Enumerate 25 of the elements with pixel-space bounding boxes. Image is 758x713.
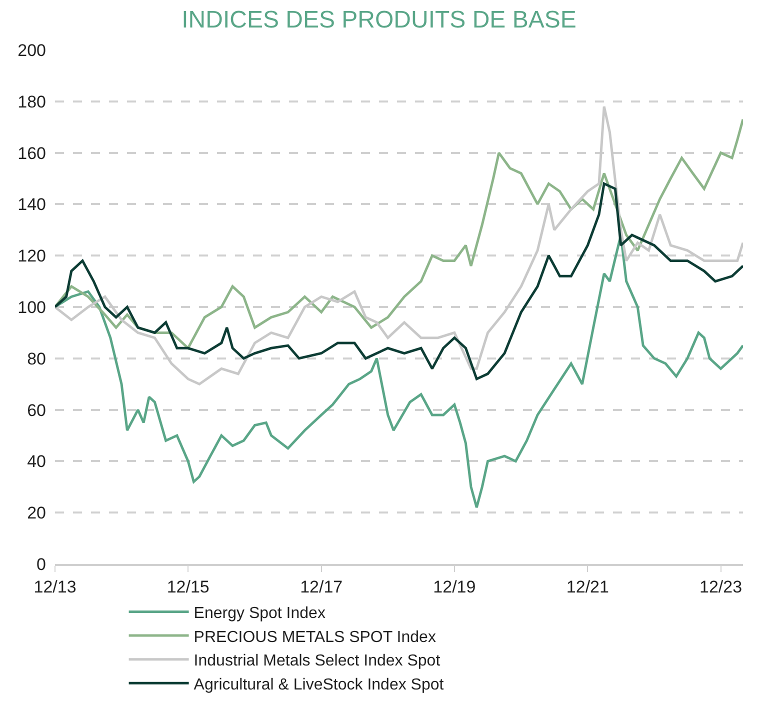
y-tick-label: 200 — [18, 40, 46, 60]
y-tick-label: 180 — [18, 92, 46, 112]
line-series — [55, 118, 743, 350]
chart-title: INDICES DES PRODUITS DE BASE — [182, 6, 576, 34]
y-tick-label: 80 — [27, 349, 46, 368]
y-tick-label: 160 — [18, 144, 46, 163]
x-tick-label: 12/19 — [433, 577, 476, 596]
x-tick-label: 12/13 — [34, 577, 76, 596]
y-tick-label: 120 — [18, 246, 46, 266]
x-tick-label: 12/15 — [166, 577, 210, 596]
y-tick-label: 20 — [27, 504, 46, 523]
x-tick-label: 12/17 — [300, 577, 343, 596]
legend-label: Industrial Metals Select Index Spot — [194, 652, 441, 670]
y-tick-label: 140 — [18, 195, 46, 214]
y-tick-label: 40 — [27, 452, 46, 472]
y-tick-label: 60 — [27, 400, 46, 420]
y-tick-label: 0 — [36, 554, 46, 574]
line-series — [55, 182, 743, 380]
x-tick-label: 12/23 — [699, 577, 742, 596]
legend-label: Agricultural & LiveStock Index Spot — [194, 676, 444, 694]
legend-label: Energy Spot Index — [194, 604, 326, 622]
y-tick-label: 100 — [18, 298, 46, 317]
x-tick-label: 12/21 — [566, 577, 609, 596]
line-series — [55, 105, 743, 386]
legend-label: PRECIOUS METALS SPOT Index — [194, 628, 436, 646]
